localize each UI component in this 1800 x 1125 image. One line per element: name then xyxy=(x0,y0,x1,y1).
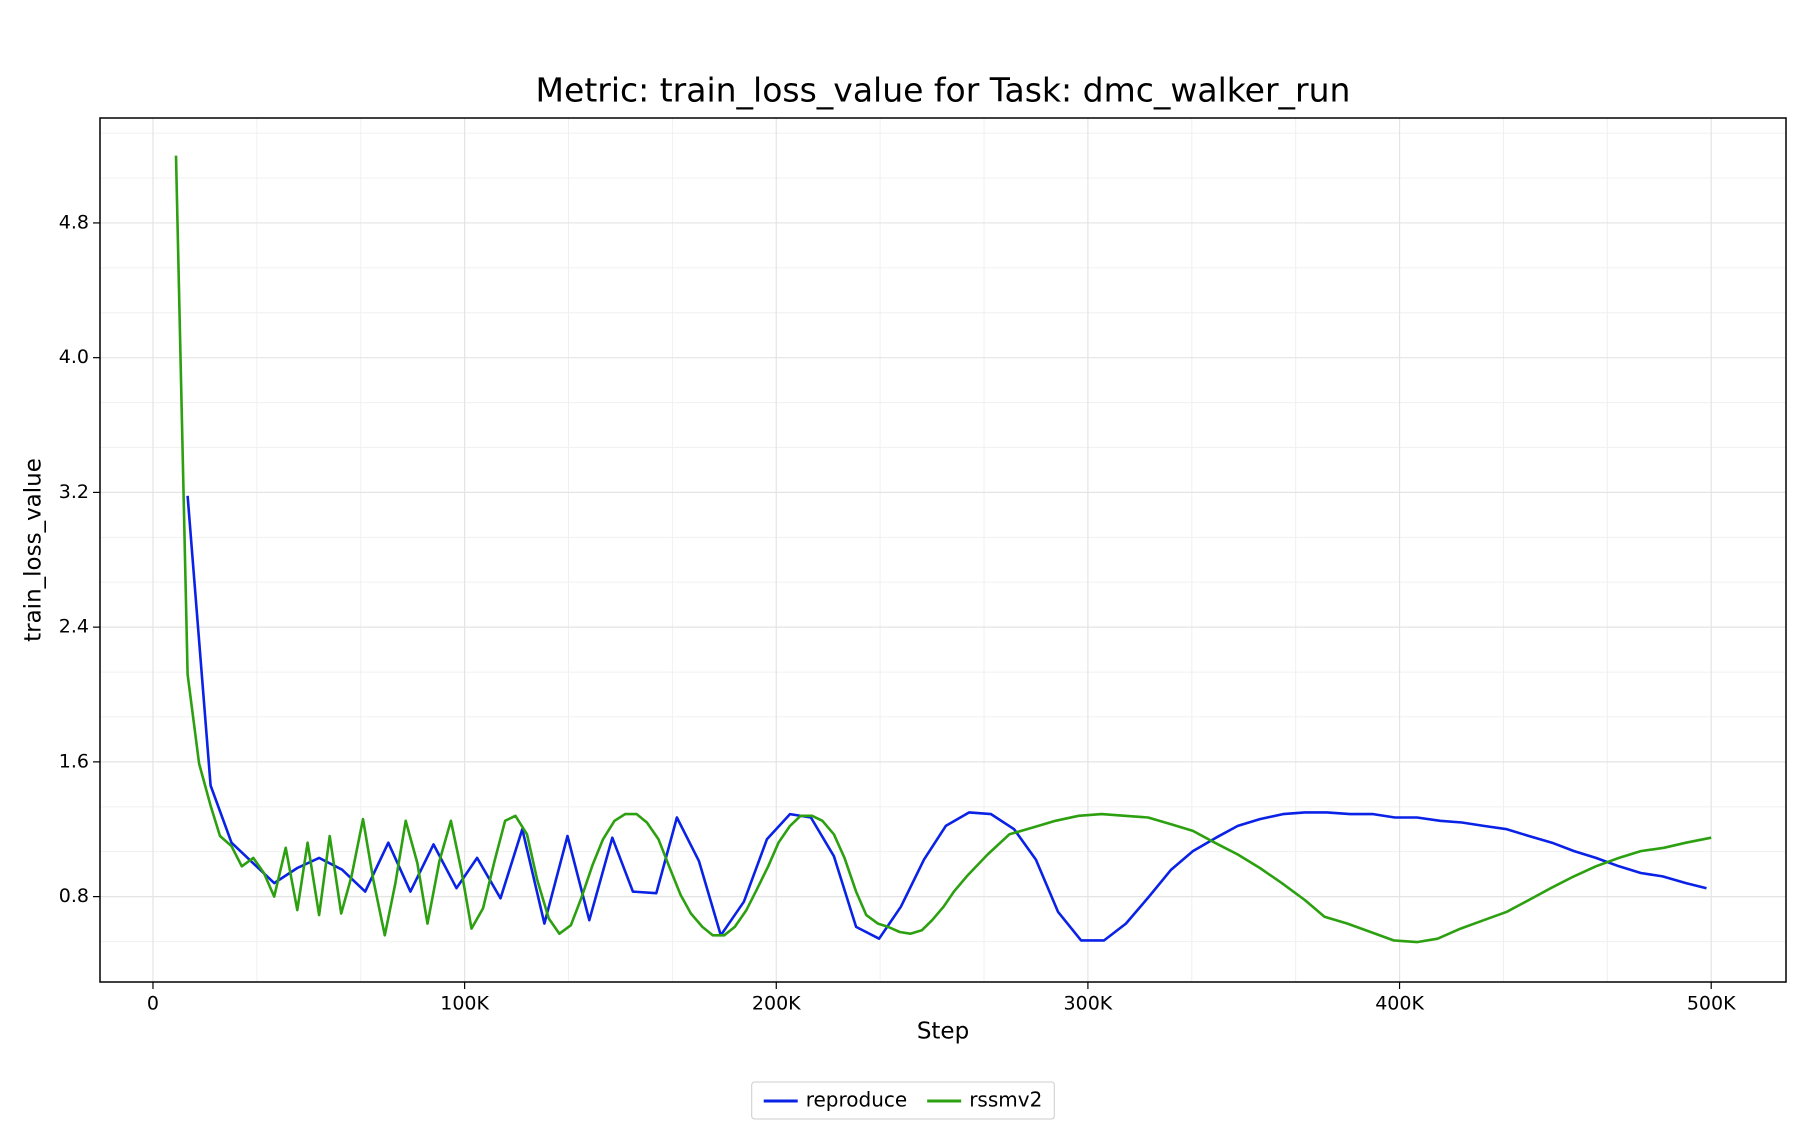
x-tick-label: 200K xyxy=(752,993,801,1015)
y-tick-label: 4.0 xyxy=(59,346,89,368)
plot-frame xyxy=(99,117,1787,983)
chart-title: Metric: train_loss_value for Task: dmc_w… xyxy=(536,71,1351,110)
line-series xyxy=(174,155,1712,944)
legend: reproduce rssmv2 xyxy=(751,1081,1055,1120)
y-tick-label: 2.4 xyxy=(59,616,89,638)
legend-label: reproduce xyxy=(806,1088,907,1112)
x-tick-label: 100K xyxy=(440,993,489,1015)
x-tick-label: 0 xyxy=(147,993,159,1015)
y-axis-label: train_loss_value xyxy=(21,458,47,642)
y-tick-label: 0.8 xyxy=(59,885,89,907)
x-tick-label: 300K xyxy=(1064,993,1113,1015)
y-tick-label: 4.8 xyxy=(59,211,89,233)
legend-box xyxy=(751,1081,1055,1120)
legend-label: rssmv2 xyxy=(969,1088,1042,1112)
y-tick-label: 1.6 xyxy=(59,750,89,772)
x-axis-label: Step xyxy=(917,1019,969,1045)
x-tick-label: 500K xyxy=(1687,993,1736,1015)
y-tick-label: 3.2 xyxy=(59,481,89,503)
x-tick-label: 400K xyxy=(1375,993,1424,1015)
line-series xyxy=(186,495,1707,942)
